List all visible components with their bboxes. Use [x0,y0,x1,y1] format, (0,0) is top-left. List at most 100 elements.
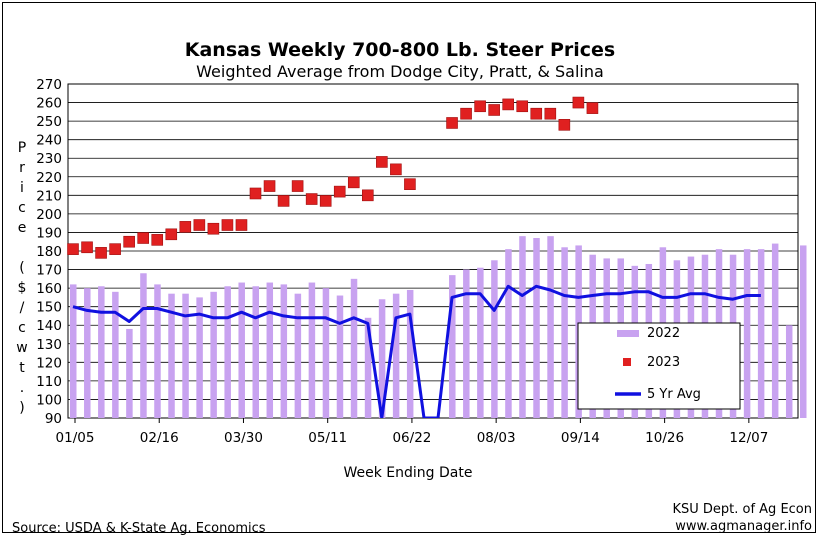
bar-2022 [743,249,751,418]
bar-2022 [336,295,344,418]
bar-2022 [533,238,540,418]
bar-2022 [196,297,203,418]
bar-2022 [112,291,119,418]
point-2023 [123,235,135,248]
y-tick-labels: 90 100 110 120 130 140 150 160 170 180 190 200 210 22… [36,77,62,427]
x-axis-label: Week Ending Date [344,465,473,481]
y-axis-label-char: c [18,200,26,216]
x-tick-label: 03/30 [224,430,263,446]
bar-2022 [364,317,372,418]
y-tick-label: 210 [36,188,62,204]
point-2023 [333,185,346,198]
y-tick-label: 110 [36,374,62,390]
point-2023 [151,234,164,246]
y-tick-label: 270 [36,77,62,93]
point-2023 [109,243,121,255]
x-tick-label: 06/22 [392,430,431,446]
y-tick-label: 220 [36,170,62,186]
point-2023 [179,221,192,233]
y-axis-label-char: / [20,300,25,316]
y-axis-label-char: i [20,180,24,196]
bar-2022 [406,289,414,418]
legend-swatch-2023 [623,358,631,366]
bar-2022 [771,243,779,418]
bar-2022 [505,249,512,418]
x-tick-label: 05/11 [308,430,347,446]
y-axis-label: Price($/cwt.) [16,140,27,416]
bar-2022 [449,275,456,418]
bar-2022 [238,282,245,418]
point-2023 [235,219,248,231]
y-tick-label: 90 [45,411,62,427]
points-2023 [67,96,599,259]
point-2023 [221,219,234,231]
source-note: Source: USDA & K-State Ag. Economics [12,521,266,536]
legend: 2022 2023 5 Yr Avg [577,322,741,410]
bar-2022 [322,288,330,418]
y-tick-label: 260 [36,96,62,112]
bar-2022 [168,293,175,418]
y-axis-label-char: ) [19,400,24,416]
y-tick-label: 230 [36,151,62,167]
bar-2022 [785,325,793,418]
y-tick-label: 130 [36,337,62,353]
x-tick-labels: 01/05 02/16 03/30 05/11 06/22 08/03 09/14 10/26… [56,418,768,446]
bar-2022 [84,288,91,418]
bar-2022 [561,247,568,418]
bar-2022 [154,284,161,418]
point-2023 [67,243,79,255]
x-tick-label: 08/03 [477,430,516,446]
bar-2022 [547,236,554,418]
point-2023 [305,193,318,205]
y-axis-label-char: . [20,380,24,396]
point-2023 [263,180,276,192]
bar-2022 [140,273,147,418]
bar-2022 [350,278,358,418]
point-2023 [362,189,374,202]
line-5yr-avg-path [72,284,761,418]
point-2023 [137,232,149,244]
point-2023 [488,104,500,116]
point-2023 [544,107,557,120]
bar-2022 [252,286,259,418]
point-2023 [376,156,388,168]
x-tick-label: 12/07 [729,430,768,446]
legend-swatch-2022 [617,330,639,337]
y-tick-label: 140 [36,318,62,334]
bar-2022 [280,284,288,418]
x-tick-label: 01/05 [56,430,95,446]
bar-2022 [224,286,231,418]
bar-2022 [757,249,765,418]
legend-label-2022: 2022 [647,326,680,341]
y-tick-label: 240 [36,133,62,149]
y-tick-label: 200 [36,207,62,223]
bar-2022 [210,291,217,418]
y-axis-label-char: c [18,320,26,336]
bar-2022 [126,328,133,418]
y-axis-label-char: P [18,140,26,156]
y-tick-label: 120 [36,355,62,371]
x-tick-label: 02/16 [140,430,179,446]
bar-2022 [463,269,470,418]
point-2023 [193,219,206,231]
bar-2022 [98,286,105,418]
x-tick-label: 10/26 [645,430,684,446]
legend-label-2023: 2023 [647,355,680,370]
y-axis-label-char: $ [18,280,27,296]
bar-2022 [294,293,302,418]
bar-2022 [477,267,484,418]
y-axis-label-char: e [18,220,27,236]
y-axis-label-char: ( [19,260,24,276]
chart-title: Kansas Weekly 700-800 Lb. Steer Prices [185,39,615,61]
point-2023 [460,107,472,120]
point-2023 [516,100,529,113]
bar-2022 [519,236,526,418]
y-tick-label: 190 [36,225,62,241]
legend-label-5yr: 5 Yr Avg [647,387,701,402]
y-tick-label: 150 [36,300,62,316]
bar-2022 [70,284,77,418]
point-2023 [446,117,458,129]
credit-line-1: KSU Dept. of Ag Econ [672,502,812,517]
point-2023 [586,102,599,114]
